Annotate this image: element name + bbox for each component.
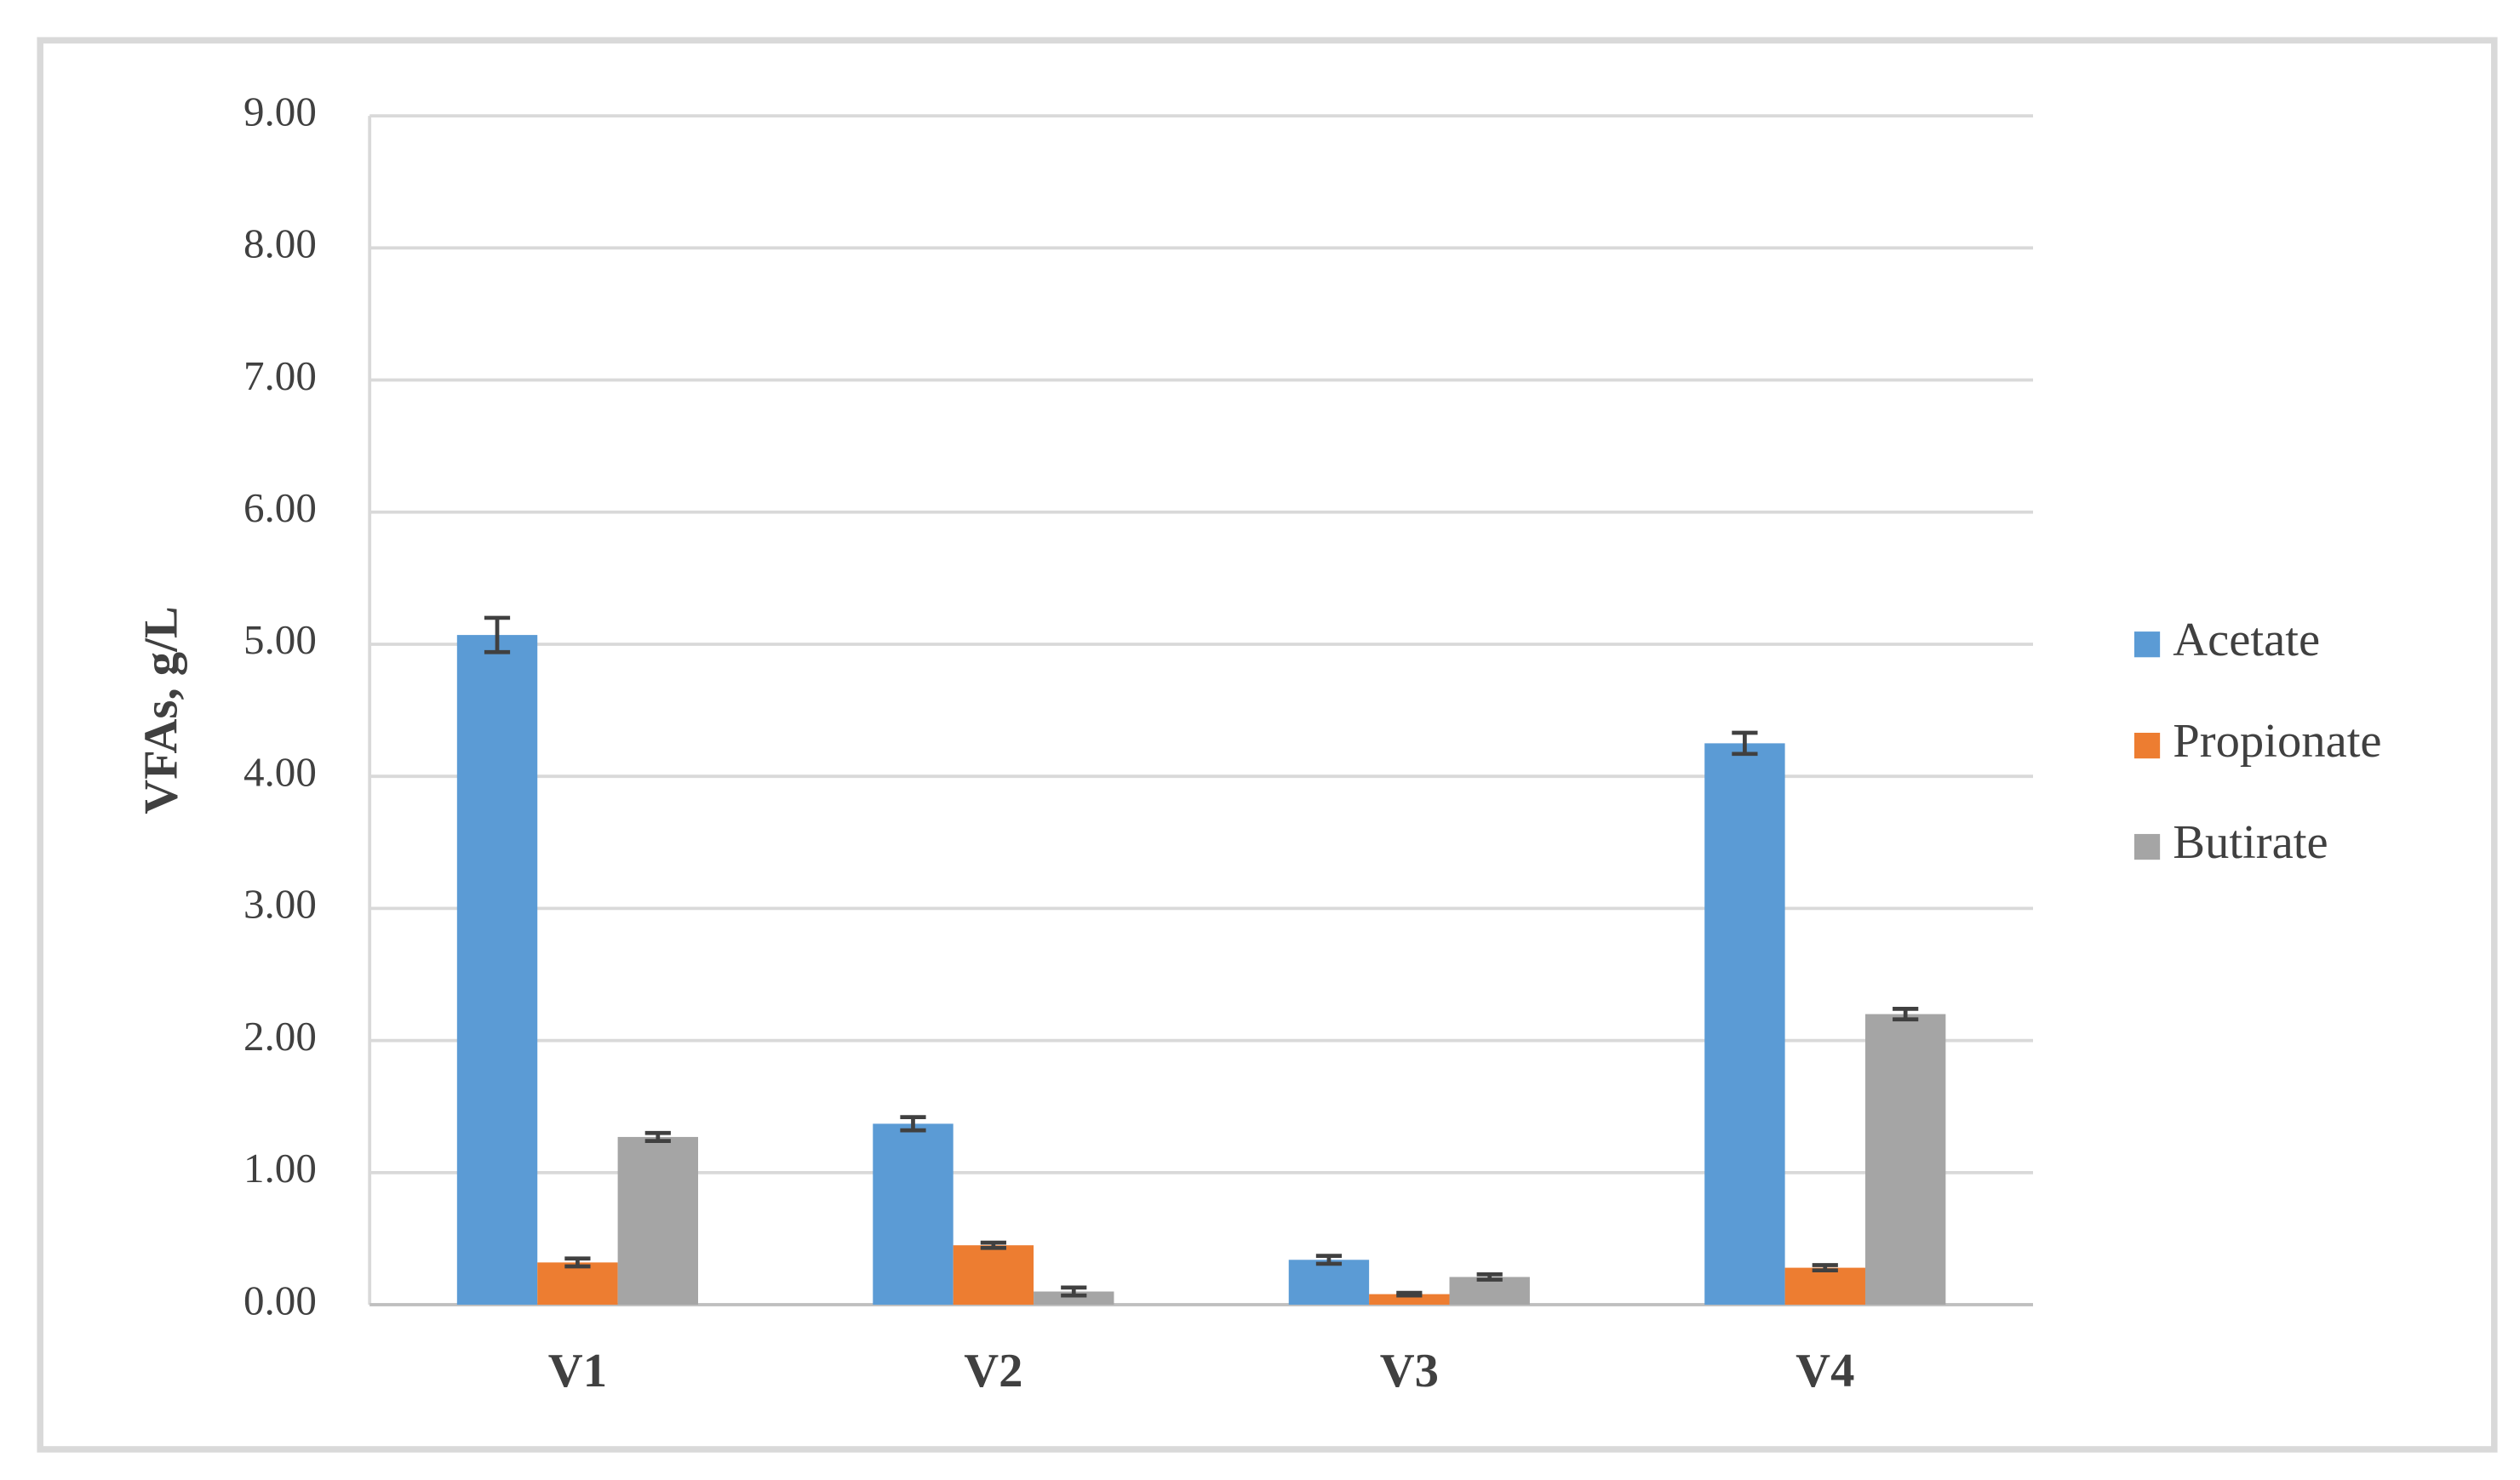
bar (1704, 743, 1785, 1306)
chart-frame (37, 37, 2498, 1453)
x-tick-label: V4 (1796, 1345, 1854, 1397)
bar (1288, 1260, 1370, 1306)
error-bar (980, 1240, 1006, 1250)
y-tick-label: 1.00 (243, 1145, 317, 1191)
bar (953, 1245, 1034, 1306)
error-bar (1476, 1271, 1503, 1282)
error-bar (1396, 1290, 1423, 1298)
error-bar (644, 1130, 671, 1143)
error-bar (484, 615, 511, 654)
bar (456, 635, 538, 1306)
y-tick-label: 5.00 (243, 616, 317, 663)
bar (1864, 1014, 1946, 1306)
bar (1784, 1267, 1865, 1306)
error-bar (1315, 1254, 1343, 1266)
legend-label: Butirate (2173, 816, 2328, 869)
legend-swatch (2133, 733, 2161, 759)
error-bar (564, 1256, 591, 1269)
bar (537, 1262, 618, 1306)
error-bar (1812, 1263, 1838, 1273)
error-bar (1893, 1007, 1919, 1022)
y-axis-label: VFAs, g/L (135, 606, 187, 814)
y-tick-label: 7.00 (243, 352, 317, 399)
y-tick-label: 3.00 (243, 881, 317, 928)
legend-swatch (2133, 833, 2161, 860)
y-tick-label: 4.00 (243, 748, 317, 795)
legend-label: Acetate (2173, 614, 2320, 666)
y-tick-label: 2.00 (243, 1013, 317, 1060)
bar (1034, 1291, 1114, 1306)
error-bar (1061, 1285, 1087, 1298)
x-tick-label: V3 (1380, 1345, 1439, 1397)
legend-label: Propionate (2173, 715, 2381, 768)
y-tick-label: 8.00 (243, 220, 317, 267)
y-tick-label: 9.00 (243, 88, 317, 134)
x-tick-label: V2 (964, 1345, 1022, 1397)
bar (873, 1123, 954, 1306)
y-tick-label: 6.00 (243, 484, 317, 531)
x-tick-label: V1 (548, 1345, 607, 1397)
y-tick-label: 0.00 (243, 1277, 317, 1323)
legend-swatch (2133, 631, 2161, 658)
bar (1369, 1294, 1450, 1306)
error-bar (1732, 730, 1758, 757)
bar (617, 1136, 698, 1306)
error-bar (900, 1115, 926, 1133)
